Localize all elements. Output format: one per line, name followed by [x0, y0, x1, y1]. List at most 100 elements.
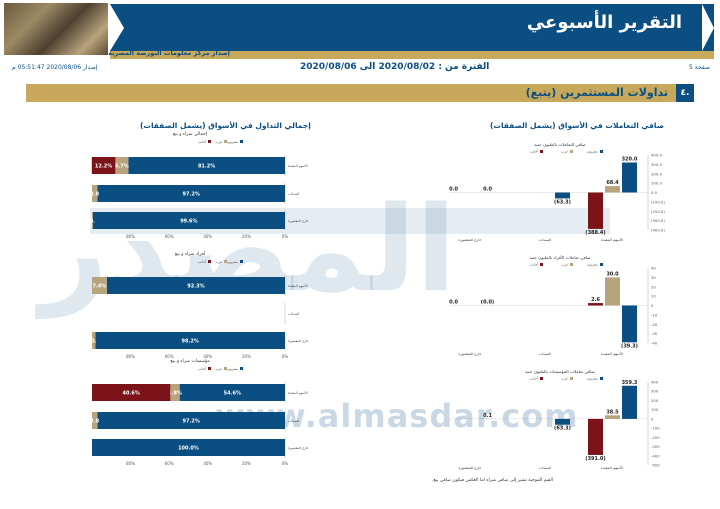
header-gold-bar: [110, 51, 714, 59]
right-y-tick: 0: [651, 303, 654, 308]
left-legend-swatch: [224, 367, 227, 370]
right-bar-label: 30.0: [606, 271, 619, 277]
right-y-tick: 200: [651, 398, 659, 403]
left-bar-segment: [92, 212, 93, 229]
left-legend-label: مصريون: [227, 367, 238, 371]
left-bar-segment: [92, 412, 98, 429]
right-category-label: خارج المقصورة: [458, 466, 481, 470]
header-blue-bar: [110, 4, 714, 51]
right-bar-label: 38.5: [606, 409, 619, 415]
left-legend-swatch: [224, 260, 227, 263]
left-bar-segment: [106, 277, 286, 294]
left-axis-tick: 20%: [242, 234, 251, 239]
left-legend-swatch: [224, 140, 227, 143]
right-bar-label: (39.3): [621, 343, 638, 349]
right-legend-label: عرب: [561, 263, 568, 267]
right-bar: [605, 277, 620, 306]
right-y-tick: (100.0): [651, 199, 665, 204]
left-legend-swatch: [208, 367, 211, 370]
right-chart-subtitle: صافي التعاملات بالمليون جنيه: [534, 142, 586, 147]
left-row-label: السندات: [288, 312, 299, 316]
right-y-tick: 30: [651, 275, 656, 280]
header-chevron-right: [702, 4, 714, 51]
right-y-tick: 200.0: [651, 171, 662, 176]
right-bar-label: 68.4: [606, 180, 619, 186]
right-category-label: السندات: [539, 466, 552, 470]
left-bar-segment: [92, 332, 96, 349]
left-axis-tick: 60%: [165, 354, 174, 359]
left-axis-tick: 40%: [203, 234, 212, 239]
page-label: صفحة 5: [689, 64, 710, 71]
left-axis-tick: 40%: [203, 461, 212, 466]
left-bar-label: 7.4%: [92, 284, 106, 290]
left-axis-tick: 0%: [282, 461, 289, 466]
right-legend-label: مصريون: [587, 263, 598, 267]
right-y-tick: (400.0): [651, 228, 665, 233]
right-y-tick: -200: [651, 435, 660, 440]
left-row-label: السندات: [288, 419, 299, 423]
left-axis-tick: 40%: [203, 354, 212, 359]
left-row-label: الأسهم المقيدة: [288, 163, 308, 168]
right-y-tick: -10: [651, 312, 658, 317]
left-bar-segment: [92, 439, 285, 456]
right-category-label: خارج المقصورة: [458, 238, 481, 242]
publisher-label: إصدار مركز معلومات البورصة المصرية: [108, 49, 230, 57]
right-bar-label: (63.3): [554, 426, 571, 432]
right-y-tick: 0.0: [651, 190, 658, 195]
right-y-tick: 400: [651, 380, 659, 385]
right-y-tick: 100: [651, 407, 659, 412]
right-legend-swatch: [570, 150, 573, 153]
left-bar-label: 92.3%: [187, 284, 204, 290]
left-legend-swatch: [208, 140, 211, 143]
right-legend-swatch: [540, 150, 543, 153]
left-legend-swatch: [240, 140, 243, 143]
section-bar: [26, 84, 694, 102]
right-y-tick: (300.0): [651, 218, 665, 223]
left-legend-swatch: [240, 367, 243, 370]
right-bar: [555, 192, 570, 199]
left-axis-tick: 80%: [126, 234, 135, 239]
left-bar-label: 97.2%: [183, 192, 200, 198]
right-bar: [622, 162, 637, 193]
right-y-tick: -300: [651, 444, 660, 449]
right-bar: [588, 418, 603, 455]
left-chart-subtitle: مؤسسات شراء و بيع: [170, 359, 210, 364]
right-bar-label: 320.0: [622, 157, 638, 163]
left-legend-label: عرب: [215, 140, 222, 144]
left-bar-segment: [179, 384, 285, 401]
left-row-label: خارج المقصورة: [288, 219, 309, 223]
right-y-tick: 20: [651, 284, 656, 289]
right-legend-swatch: [570, 377, 573, 380]
left-bar-segment: [91, 157, 116, 174]
left-legend-swatch: [240, 260, 243, 263]
left-axis-tick: 80%: [126, 354, 135, 359]
right-category-label: الأسهم المقيدة: [601, 237, 623, 242]
issue-label: إصدار 2020/08/06 05:51:47 م: [12, 64, 98, 71]
right-bar: [622, 385, 637, 419]
left-legend-label: أجانب: [198, 366, 206, 371]
left-row-label: الأسهم المقيدة: [288, 283, 308, 288]
footnote: القيم الموجبة تشير إلى صافي شراء اما الع…: [432, 478, 554, 483]
left-bar-label: 12.2%: [95, 164, 112, 170]
right-bar-label: 2.6: [591, 297, 600, 303]
right-y-tick: -500: [651, 463, 660, 468]
right-legend-swatch: [600, 263, 603, 266]
left-bar-label: 2.8: [90, 419, 99, 425]
right-category-label: الأسهم المقيدة: [601, 465, 623, 470]
right-bar: [605, 415, 620, 419]
left-bar-label: 100.0%: [178, 446, 199, 452]
left-bar-segment: [92, 212, 285, 229]
right-bar-label: 0.0: [483, 187, 492, 193]
right-legend-swatch: [540, 377, 543, 380]
left-bar-label: 97.2%: [183, 419, 200, 425]
right-legend-swatch: [600, 150, 603, 153]
left-legend-swatch: [208, 260, 211, 263]
header-chevron-left: [110, 4, 124, 51]
right-legend-label: أجانب: [530, 376, 538, 381]
left-legend-label: أجانب: [198, 259, 206, 264]
right-legend-label: عرب: [561, 150, 568, 154]
left-chart-subtitle: إجمالي شراء و بيع: [173, 132, 207, 137]
left-axis-tick: 60%: [165, 234, 174, 239]
right-category-label: السندات: [539, 352, 552, 356]
